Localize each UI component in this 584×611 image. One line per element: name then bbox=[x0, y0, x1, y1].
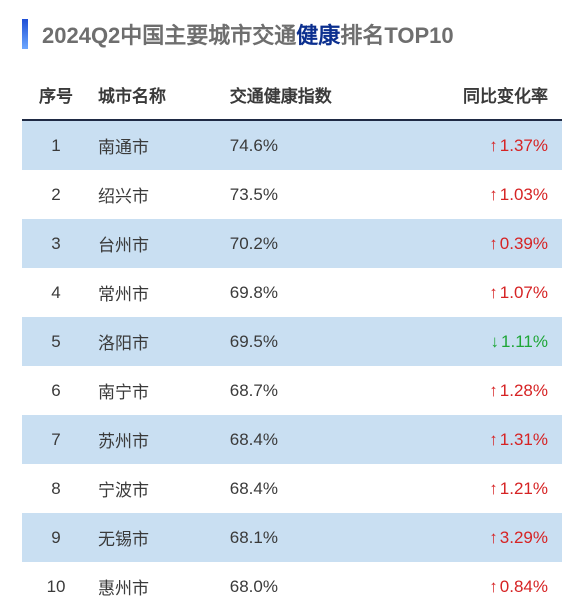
arrow-up-icon: ↑ bbox=[489, 479, 498, 498]
arrow-up-icon: ↑ bbox=[489, 430, 498, 449]
arrow-up-icon: ↑ bbox=[489, 577, 498, 596]
cell-change: ↑3.29% bbox=[397, 513, 562, 562]
cell-city: 常州市 bbox=[90, 268, 222, 317]
cell-rank: 8 bbox=[22, 464, 90, 513]
title-accent-bar bbox=[22, 19, 28, 49]
ranking-table: 序号 城市名称 交通健康指数 同比变化率 1南通市74.6%↑1.37%2绍兴市… bbox=[22, 72, 562, 611]
cell-city: 南通市 bbox=[90, 120, 222, 170]
change-value: 1.31% bbox=[500, 430, 548, 449]
cell-change: ↑0.39% bbox=[397, 219, 562, 268]
cell-rank: 6 bbox=[22, 366, 90, 415]
arrow-up-icon: ↑ bbox=[489, 234, 498, 253]
table-row: 4常州市69.8%↑1.07% bbox=[22, 268, 562, 317]
cell-index: 68.4% bbox=[222, 464, 398, 513]
title-prefix: 2024Q2中国主要城市交通 bbox=[42, 23, 296, 48]
cell-rank: 1 bbox=[22, 120, 90, 170]
cell-rank: 7 bbox=[22, 415, 90, 464]
change-value: 1.37% bbox=[500, 136, 548, 155]
cell-change: ↑1.28% bbox=[397, 366, 562, 415]
table-row: 8宁波市68.4%↑1.21% bbox=[22, 464, 562, 513]
change-value: 1.03% bbox=[500, 185, 548, 204]
table-row: 5洛阳市69.5%↓1.11% bbox=[22, 317, 562, 366]
cell-change: ↑1.21% bbox=[397, 464, 562, 513]
cell-index: 69.8% bbox=[222, 268, 398, 317]
arrow-up-icon: ↑ bbox=[489, 528, 498, 547]
cell-index: 70.2% bbox=[222, 219, 398, 268]
table-row: 9无锡市68.1%↑3.29% bbox=[22, 513, 562, 562]
cell-rank: 4 bbox=[22, 268, 90, 317]
cell-rank: 10 bbox=[22, 562, 90, 611]
cell-index: 68.7% bbox=[222, 366, 398, 415]
ranking-card: 2024Q2中国主要城市交通健康排名TOP10 序号 城市名称 交通健康指数 同… bbox=[0, 0, 584, 571]
cell-change: ↑1.03% bbox=[397, 170, 562, 219]
page-title: 2024Q2中国主要城市交通健康排名TOP10 bbox=[42, 18, 454, 50]
cell-city: 绍兴市 bbox=[90, 170, 222, 219]
table-row: 1南通市74.6%↑1.37% bbox=[22, 120, 562, 170]
cell-change: ↑1.07% bbox=[397, 268, 562, 317]
table-body: 1南通市74.6%↑1.37%2绍兴市73.5%↑1.03%3台州市70.2%↑… bbox=[22, 120, 562, 611]
cell-change: ↑1.37% bbox=[397, 120, 562, 170]
arrow-up-icon: ↑ bbox=[489, 283, 498, 302]
change-value: 1.07% bbox=[500, 283, 548, 302]
col-header-rank: 序号 bbox=[22, 72, 90, 120]
cell-change: ↑1.31% bbox=[397, 415, 562, 464]
title-suffix: 排名TOP10 bbox=[340, 23, 453, 48]
cell-rank: 9 bbox=[22, 513, 90, 562]
cell-city: 南宁市 bbox=[90, 366, 222, 415]
cell-index: 68.4% bbox=[222, 415, 398, 464]
table-header-row: 序号 城市名称 交通健康指数 同比变化率 bbox=[22, 72, 562, 120]
col-header-city: 城市名称 bbox=[90, 72, 222, 120]
cell-change: ↓1.11% bbox=[397, 317, 562, 366]
arrow-up-icon: ↑ bbox=[489, 185, 498, 204]
cell-rank: 2 bbox=[22, 170, 90, 219]
table-row: 2绍兴市73.5%↑1.03% bbox=[22, 170, 562, 219]
title-highlight: 健康 bbox=[296, 23, 340, 48]
cell-rank: 5 bbox=[22, 317, 90, 366]
table-row: 10惠州市68.0%↑0.84% bbox=[22, 562, 562, 611]
change-value: 1.11% bbox=[501, 332, 548, 351]
col-header-change: 同比变化率 bbox=[397, 72, 562, 120]
cell-change: ↑0.84% bbox=[397, 562, 562, 611]
arrow-down-icon: ↓ bbox=[491, 332, 500, 351]
change-value: 0.39% bbox=[500, 234, 548, 253]
cell-city: 宁波市 bbox=[90, 464, 222, 513]
cell-city: 苏州市 bbox=[90, 415, 222, 464]
cell-city: 洛阳市 bbox=[90, 317, 222, 366]
arrow-up-icon: ↑ bbox=[489, 136, 498, 155]
change-value: 3.29% bbox=[500, 528, 548, 547]
change-value: 0.84% bbox=[500, 577, 548, 596]
cell-index: 73.5% bbox=[222, 170, 398, 219]
cell-city: 无锡市 bbox=[90, 513, 222, 562]
table-row: 3台州市70.2%↑0.39% bbox=[22, 219, 562, 268]
cell-city: 台州市 bbox=[90, 219, 222, 268]
arrow-up-icon: ↑ bbox=[489, 381, 498, 400]
table-row: 6南宁市68.7%↑1.28% bbox=[22, 366, 562, 415]
table-row: 7苏州市68.4%↑1.31% bbox=[22, 415, 562, 464]
change-value: 1.28% bbox=[500, 381, 548, 400]
cell-index: 68.1% bbox=[222, 513, 398, 562]
change-value: 1.21% bbox=[500, 479, 548, 498]
cell-index: 69.5% bbox=[222, 317, 398, 366]
cell-index: 68.0% bbox=[222, 562, 398, 611]
cell-city: 惠州市 bbox=[90, 562, 222, 611]
title-row: 2024Q2中国主要城市交通健康排名TOP10 bbox=[22, 18, 562, 50]
cell-rank: 3 bbox=[22, 219, 90, 268]
col-header-index: 交通健康指数 bbox=[222, 72, 398, 120]
cell-index: 74.6% bbox=[222, 120, 398, 170]
